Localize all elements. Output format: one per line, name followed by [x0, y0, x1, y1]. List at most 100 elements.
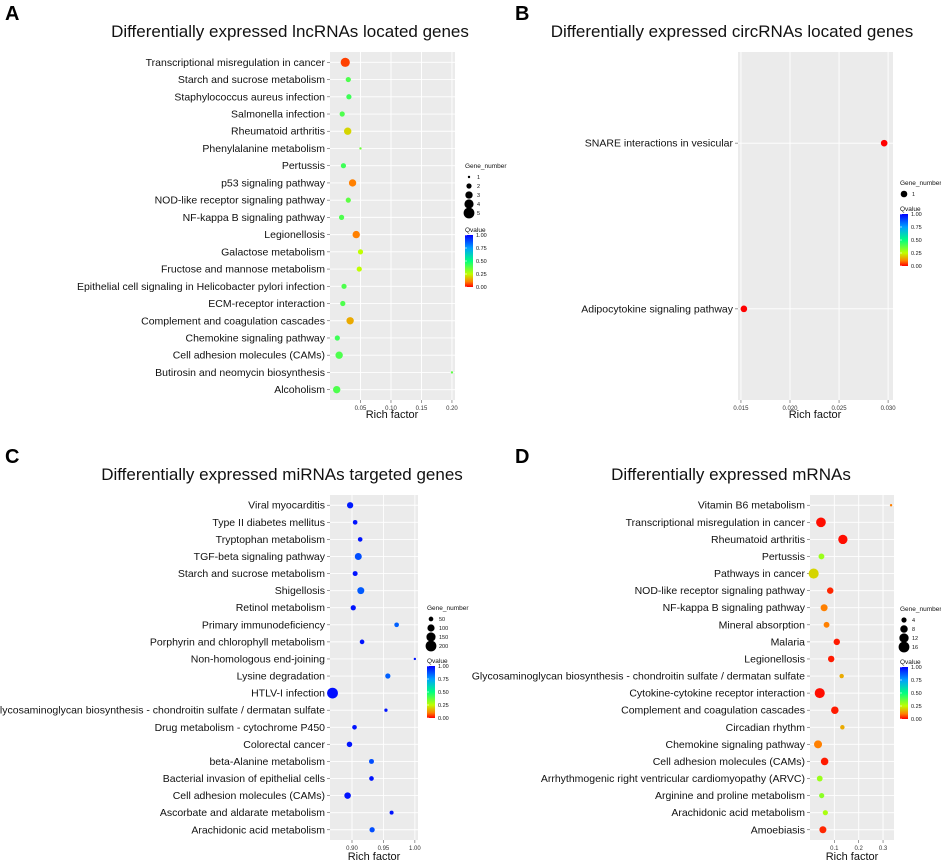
- color-legend-label: 0.75: [438, 677, 449, 683]
- size-legend-dot: [425, 640, 437, 652]
- color-legend-label: 0.50: [911, 691, 922, 697]
- category-label: beta-Alanine metabolism: [209, 756, 325, 768]
- category-label: Legionellosis: [264, 229, 325, 241]
- category-label: Lysine degradation: [237, 671, 326, 683]
- data-point: [880, 139, 888, 147]
- data-point: [345, 197, 351, 203]
- category-label: Arachidonic acid metabolism: [671, 807, 805, 819]
- data-point: [822, 810, 828, 816]
- category-label: Complement and coagulation cascades: [141, 315, 325, 327]
- color-legend-label: 1.00: [476, 233, 487, 239]
- size-legend-label: 1: [912, 192, 915, 198]
- category-label: Chemokine signaling pathway: [666, 739, 806, 751]
- category-label: Type II diabetes mellitus: [212, 517, 325, 529]
- data-point: [819, 792, 825, 799]
- category-label: Phenylalanine metabolism: [202, 143, 325, 155]
- data-point: [343, 127, 352, 135]
- data-point: [839, 673, 844, 679]
- category-label: Starch and sucrose metabolism: [178, 74, 325, 86]
- data-point: [389, 810, 394, 815]
- category-label: Pertussis: [762, 551, 805, 563]
- category-label: Transcriptional misregulation in cancer: [146, 57, 326, 69]
- data-point: [840, 725, 845, 730]
- size-legend-label: 8: [912, 627, 915, 633]
- category-label: Fructose and mannose metabolism: [161, 264, 325, 276]
- x-tick-label: 0.05: [355, 406, 367, 412]
- size-legend-dot: [427, 624, 435, 632]
- panel-title: Differentially expressed miRNAs targeted…: [101, 465, 463, 484]
- color-legend-title: Qvalue: [900, 659, 921, 666]
- x-tick-label: 0.3: [879, 846, 888, 852]
- color-legend-label: 0.00: [911, 264, 922, 270]
- data-point: [341, 283, 347, 289]
- category-label: Circadian rhythm: [726, 722, 806, 734]
- category-label: Butirosin and neomycin biosynthesis: [155, 367, 325, 379]
- category-label: Galactose metabolism: [221, 246, 325, 258]
- data-point: [838, 534, 848, 545]
- color-legend-bar: [427, 666, 435, 718]
- color-legend-bar: [900, 214, 908, 266]
- panel-letter: B: [515, 3, 529, 25]
- data-point: [327, 687, 338, 699]
- data-point: [356, 266, 362, 272]
- x-tick-label: 0.95: [378, 846, 390, 852]
- size-legend-label: 1: [477, 175, 480, 181]
- category-label: Arrhythmogenic right ventricular cardiom…: [541, 773, 805, 785]
- category-label: Amoebiasis: [751, 824, 805, 836]
- category-label: Colorectal cancer: [243, 739, 325, 751]
- x-tick-label: 0.10: [385, 406, 397, 412]
- data-point: [352, 571, 358, 577]
- size-legend-label: 200: [439, 644, 448, 650]
- category-label: Drug metabolism - cytochrome P450: [155, 722, 326, 734]
- color-legend-label: 1.00: [911, 665, 922, 671]
- data-point: [357, 587, 365, 595]
- panel-letter: A: [5, 3, 19, 25]
- x-tick-label: 1.00: [409, 846, 421, 852]
- color-legend-label: 1.00: [911, 212, 922, 218]
- size-legend-dot: [465, 191, 473, 199]
- panel-a: A Differentially expressed lncRNAs locate…: [5, 3, 507, 421]
- data-point: [808, 568, 819, 579]
- category-label: Primary immunodeficiency: [202, 619, 326, 631]
- category-label: Transcriptional misregulation in cancer: [626, 517, 806, 529]
- size-legend-label: 4: [912, 618, 915, 624]
- size-legend-title: Gene_number: [427, 605, 469, 612]
- color-legend-label: 0.75: [911, 678, 922, 684]
- category-label: Alcoholism: [274, 384, 325, 396]
- data-point: [816, 775, 823, 782]
- category-label: p53 signaling pathway: [221, 177, 326, 189]
- category-label: Pathways in cancer: [714, 568, 806, 580]
- color-legend-label: 0.25: [911, 251, 922, 257]
- data-point: [340, 163, 347, 169]
- x-tick-label: 0.030: [881, 406, 897, 412]
- panel-title: Differentially expressed circRNAs locate…: [551, 22, 914, 41]
- category-label: Starch and sucrose metabolism: [178, 568, 325, 580]
- category-label: Shigellosis: [275, 585, 325, 597]
- data-point: [413, 657, 417, 661]
- category-label: Ascorbate and aldarate metabolism: [160, 807, 325, 819]
- data-point: [359, 639, 365, 645]
- x-tick-label: 0.2: [855, 846, 864, 852]
- x-axis-title: Rich factor: [348, 851, 401, 860]
- data-point: [833, 638, 841, 646]
- category-label: NOD-like receptor signaling pathway: [635, 585, 806, 597]
- x-axis-title: Rich factor: [366, 409, 419, 421]
- category-label: Staphylococcus aureus infection: [174, 91, 325, 103]
- data-point: [889, 504, 893, 507]
- category-label: Mineral absorption: [719, 619, 806, 631]
- x-tick-label: 0.020: [782, 406, 798, 412]
- category-label: TGF-beta signaling pathway: [194, 551, 326, 563]
- size-legend-dot: [466, 183, 472, 189]
- data-point: [820, 757, 829, 766]
- size-legend-dot: [426, 632, 436, 642]
- size-legend-dot: [428, 616, 434, 622]
- category-label: NF-kappa B signaling pathway: [663, 602, 806, 614]
- data-point: [450, 371, 454, 374]
- category-label: Arginine and proline metabolism: [655, 790, 805, 802]
- color-legend-title: Qvalue: [465, 227, 486, 234]
- data-point: [340, 57, 350, 67]
- x-axis-title: Rich factor: [826, 851, 879, 860]
- data-point: [334, 335, 340, 341]
- category-label: Chemokine signaling pathway: [186, 332, 326, 344]
- size-legend-dot: [900, 625, 908, 633]
